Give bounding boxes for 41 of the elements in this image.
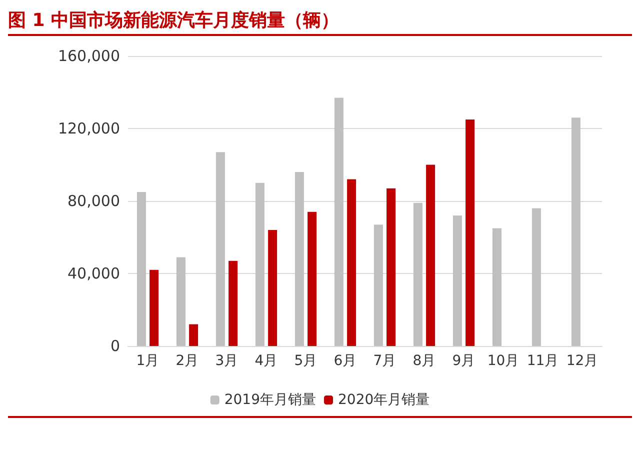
x-tick-label: 2月 — [176, 353, 199, 369]
x-tick-label: 9月 — [452, 353, 476, 369]
bar — [268, 230, 278, 346]
x-tick-label: 1月 — [136, 353, 160, 369]
bar — [386, 188, 396, 346]
bar — [228, 260, 238, 346]
bar — [532, 208, 541, 346]
legend-label: 2019年月销量 — [224, 392, 316, 408]
x-tick-label: 12月 — [566, 353, 598, 369]
y-tick-label: 0 — [110, 337, 120, 355]
x-tick-label: 6月 — [334, 353, 357, 369]
bar — [294, 172, 304, 346]
x-tick-label: 10月 — [487, 353, 520, 369]
bar — [150, 270, 159, 346]
bar — [255, 182, 264, 346]
y-tick-label: 80,000 — [68, 192, 120, 210]
x-tick-label: 4月 — [254, 353, 278, 369]
chart-title: 图 1 中国市场新能源汽车月度销量（辆） — [8, 9, 340, 33]
x-tick-label: 8月 — [412, 353, 436, 369]
bar — [308, 212, 317, 346]
bar — [216, 152, 225, 346]
x-tick-label: 11月 — [526, 353, 559, 369]
y-tick-label: 160,000 — [58, 47, 120, 65]
bar — [347, 179, 356, 346]
bar — [571, 118, 580, 346]
bar — [452, 216, 462, 346]
x-tick-label: 7月 — [373, 353, 396, 369]
x-tick-label: 3月 — [215, 353, 238, 369]
bar — [466, 119, 475, 346]
y-tick-label: 120,000 — [58, 120, 120, 138]
bar — [136, 192, 146, 346]
bar — [176, 257, 186, 346]
y-tick-label: 40,000 — [68, 264, 120, 282]
bar — [334, 98, 344, 346]
x-tick-label: 5月 — [294, 353, 318, 369]
bar — [374, 224, 383, 346]
legend-label: 2020年月销量 — [338, 392, 430, 408]
bar — [413, 202, 422, 346]
bar — [189, 324, 198, 346]
bar — [426, 164, 436, 346]
bar — [492, 228, 502, 346]
